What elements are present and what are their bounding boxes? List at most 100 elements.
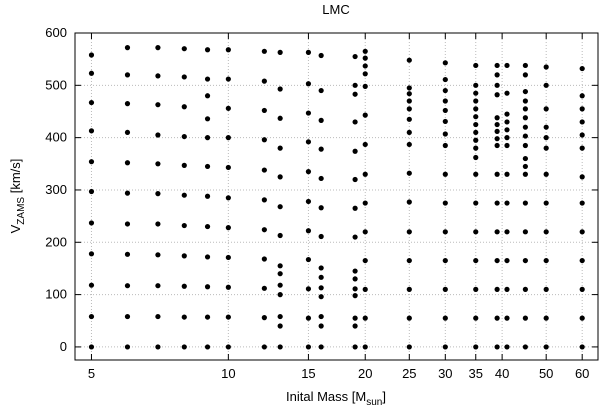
data-point	[225, 284, 231, 290]
x-tick-label: 5	[88, 366, 95, 381]
data-point	[305, 81, 312, 87]
data-point	[181, 133, 187, 140]
data-point	[522, 257, 528, 264]
x-label-main: Inital Mass [M	[286, 389, 366, 404]
data-point	[494, 128, 500, 134]
data-point	[362, 286, 368, 292]
data-point	[494, 229, 500, 235]
data-point	[352, 268, 358, 274]
data-point	[494, 136, 500, 142]
x-tick-label: 10	[221, 366, 235, 381]
data-point	[261, 227, 267, 233]
data-point	[473, 229, 479, 235]
data-point	[522, 106, 528, 112]
data-point	[362, 112, 368, 118]
data-point	[442, 142, 448, 149]
data-point	[494, 82, 500, 88]
data-point	[261, 48, 267, 54]
data-point	[318, 205, 324, 211]
data-point	[261, 285, 267, 291]
data-point	[473, 98, 479, 104]
data-point	[155, 73, 161, 79]
data-point	[442, 200, 448, 206]
data-point	[442, 76, 448, 83]
data-point	[277, 344, 283, 350]
data-point	[406, 344, 412, 350]
data-point	[352, 315, 358, 321]
data-point	[352, 148, 358, 154]
x-tick-label: 25	[402, 366, 416, 381]
data-point	[204, 193, 211, 199]
data-point	[352, 91, 358, 97]
data-point	[473, 171, 479, 177]
data-point	[494, 286, 500, 292]
data-point	[88, 220, 95, 226]
data-point	[442, 229, 448, 235]
data-point	[124, 313, 131, 320]
data-point	[362, 48, 368, 54]
data-point	[352, 286, 358, 292]
data-point	[155, 344, 161, 350]
data-point	[181, 253, 187, 259]
data-point	[504, 257, 510, 264]
data-point	[522, 88, 528, 95]
data-point	[318, 294, 324, 300]
data-point	[406, 129, 412, 136]
data-point	[277, 86, 283, 92]
data-point	[494, 200, 500, 206]
data-point	[181, 283, 187, 289]
data-point	[204, 284, 211, 290]
chart-title: LMC	[322, 2, 349, 17]
data-point	[494, 142, 500, 149]
data-point	[277, 49, 283, 55]
data-point	[406, 91, 412, 97]
data-point	[504, 90, 510, 96]
data-point	[406, 57, 412, 63]
data-point	[204, 116, 211, 122]
data-point	[579, 200, 585, 206]
data-point	[579, 132, 585, 138]
data-point	[473, 82, 479, 88]
data-point	[305, 110, 312, 116]
data-point	[88, 70, 95, 76]
data-point	[494, 315, 500, 321]
data-point	[318, 175, 324, 182]
data-point	[277, 115, 283, 121]
x-tick-label: 60	[575, 366, 589, 381]
data-point	[181, 192, 187, 198]
data-point	[225, 225, 231, 231]
data-point	[442, 60, 448, 66]
data-point	[277, 271, 283, 277]
data-point	[504, 127, 510, 133]
data-point	[494, 171, 500, 177]
data-point	[579, 119, 585, 125]
data-point	[362, 63, 368, 69]
data-point	[124, 190, 131, 196]
x-label-sub: sun	[366, 397, 382, 408]
data-point	[442, 87, 448, 94]
data-point	[406, 315, 412, 321]
data-point	[261, 344, 267, 350]
data-point	[88, 52, 95, 58]
data-point	[277, 282, 283, 288]
data-point	[543, 145, 549, 151]
data-point	[406, 98, 412, 104]
data-point	[406, 199, 412, 205]
data-point	[318, 313, 324, 320]
data-point	[362, 315, 368, 321]
data-point	[522, 62, 528, 69]
data-point	[204, 314, 211, 320]
data-point	[124, 251, 131, 257]
data-point	[277, 232, 283, 239]
data-point	[494, 344, 500, 350]
data-point	[543, 124, 549, 130]
data-point	[155, 132, 161, 138]
y-tick-label: 300	[45, 182, 67, 197]
y-tick-label: 500	[45, 77, 67, 92]
data-point	[442, 107, 448, 114]
data-point	[225, 344, 231, 350]
data-point	[473, 129, 479, 136]
data-point	[305, 256, 312, 263]
data-point	[318, 285, 324, 291]
